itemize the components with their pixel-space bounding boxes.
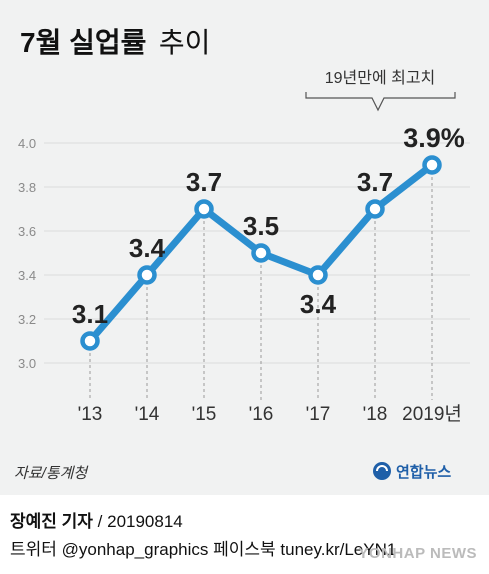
data-point <box>80 331 100 351</box>
x-tick-label: '17 <box>306 404 331 425</box>
y-tick-label: 3.0 <box>18 356 36 371</box>
data-point <box>422 155 442 175</box>
y-tick-label: 4.0 <box>18 136 36 151</box>
credits-line-1: 장예진 기자 / 20190814 <box>10 508 396 536</box>
logo-text: 연합뉴스 <box>396 464 451 481</box>
data-point <box>251 243 271 263</box>
chart-title-main: 7월 실업률 <box>20 27 146 58</box>
y-tick-label: 3.6 <box>18 224 36 239</box>
watermark: YONHAP NEWS <box>358 545 477 562</box>
x-tick-label: '14 <box>135 404 160 425</box>
yonhap-logo: 연합뉴스 <box>373 462 451 481</box>
data-label: 3.4 <box>129 233 166 263</box>
chart-title-sub: 추이 <box>159 27 211 58</box>
grid-layer <box>44 142 470 400</box>
logo-icon-mark <box>376 465 388 472</box>
data-label: 3.4 <box>300 289 337 319</box>
x-tick-label: '15 <box>192 404 217 425</box>
publish-date: / 20190814 <box>97 512 183 531</box>
x-tick-label: '13 <box>78 404 103 425</box>
data-point <box>137 265 157 285</box>
data-label: 3.1 <box>72 299 108 329</box>
credits: 장예진 기자 / 20190814 트위터 @yonhap_graphics 페… <box>10 508 396 564</box>
chart-card: 7월 실업률 추이 19년만에 최고치 3.0 3.2 3.4 3.6 3.8 4.0 '… <box>0 0 489 495</box>
reporter-name: 장예진 기자 <box>10 512 93 531</box>
data-label: 3.9% <box>403 123 465 153</box>
callout-text: 19년만에 최고치 <box>325 69 436 87</box>
x-tick-label: 2019년 <box>402 403 462 425</box>
data-label: 3.7 <box>357 167 393 197</box>
data-point <box>194 199 214 219</box>
x-tick-label: '16 <box>249 404 274 425</box>
chart-title: 7월 실업률 추이 <box>20 27 210 58</box>
logo-icon <box>373 462 391 480</box>
y-tick-label: 3.8 <box>18 180 36 195</box>
source-text: 자료/통계청 <box>14 465 89 482</box>
x-axis: '13 '14 '15 '16 '17 '18 2019년 <box>78 403 462 425</box>
data-labels: 3.1 3.4 3.7 3.5 3.4 3.7 3.9% <box>72 123 465 329</box>
chart-svg: 7월 실업률 추이 19년만에 최고치 3.0 3.2 3.4 3.6 3.8 4.0 '… <box>14 27 470 482</box>
x-tick-label: '18 <box>363 404 388 425</box>
callout: 19년만에 최고치 <box>305 69 456 112</box>
y-axis: 3.0 3.2 3.4 3.6 3.8 4.0 <box>18 136 36 371</box>
series-layer <box>80 155 442 351</box>
y-tick-label: 3.4 <box>18 268 36 283</box>
credits-social: 트위터 @yonhap_graphics 페이스북 tuney.kr/LeYN1 <box>10 540 397 559</box>
data-label: 3.5 <box>243 211 279 241</box>
y-tick-label: 3.2 <box>18 312 36 327</box>
callout-bracket <box>305 92 456 112</box>
data-label: 3.7 <box>186 167 222 197</box>
data-point <box>308 265 328 285</box>
data-point <box>365 199 385 219</box>
